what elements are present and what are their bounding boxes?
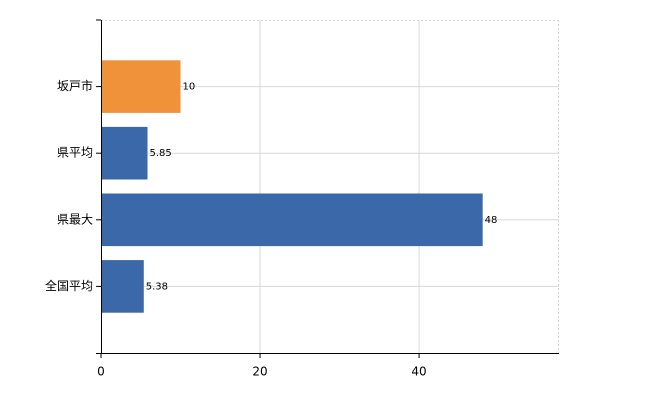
y-tick-label: 県平均	[57, 146, 93, 160]
value-label: 10	[183, 82, 196, 93]
bar	[101, 193, 483, 247]
value-label: 48	[485, 215, 498, 226]
y-tick-label: 県最大	[57, 212, 93, 226]
y-tick-label: 坂戸市	[57, 78, 93, 93]
x-tick-label: 40	[411, 365, 426, 379]
value-label: 5.85	[150, 148, 172, 159]
bar	[101, 260, 144, 313]
y-tick-label: 全国平均	[45, 278, 93, 293]
x-tick-label: 0	[97, 365, 105, 379]
value-label: 5.38	[146, 281, 168, 292]
x-tick-label: 20	[252, 365, 267, 379]
bar	[101, 60, 181, 113]
bar	[101, 126, 148, 180]
